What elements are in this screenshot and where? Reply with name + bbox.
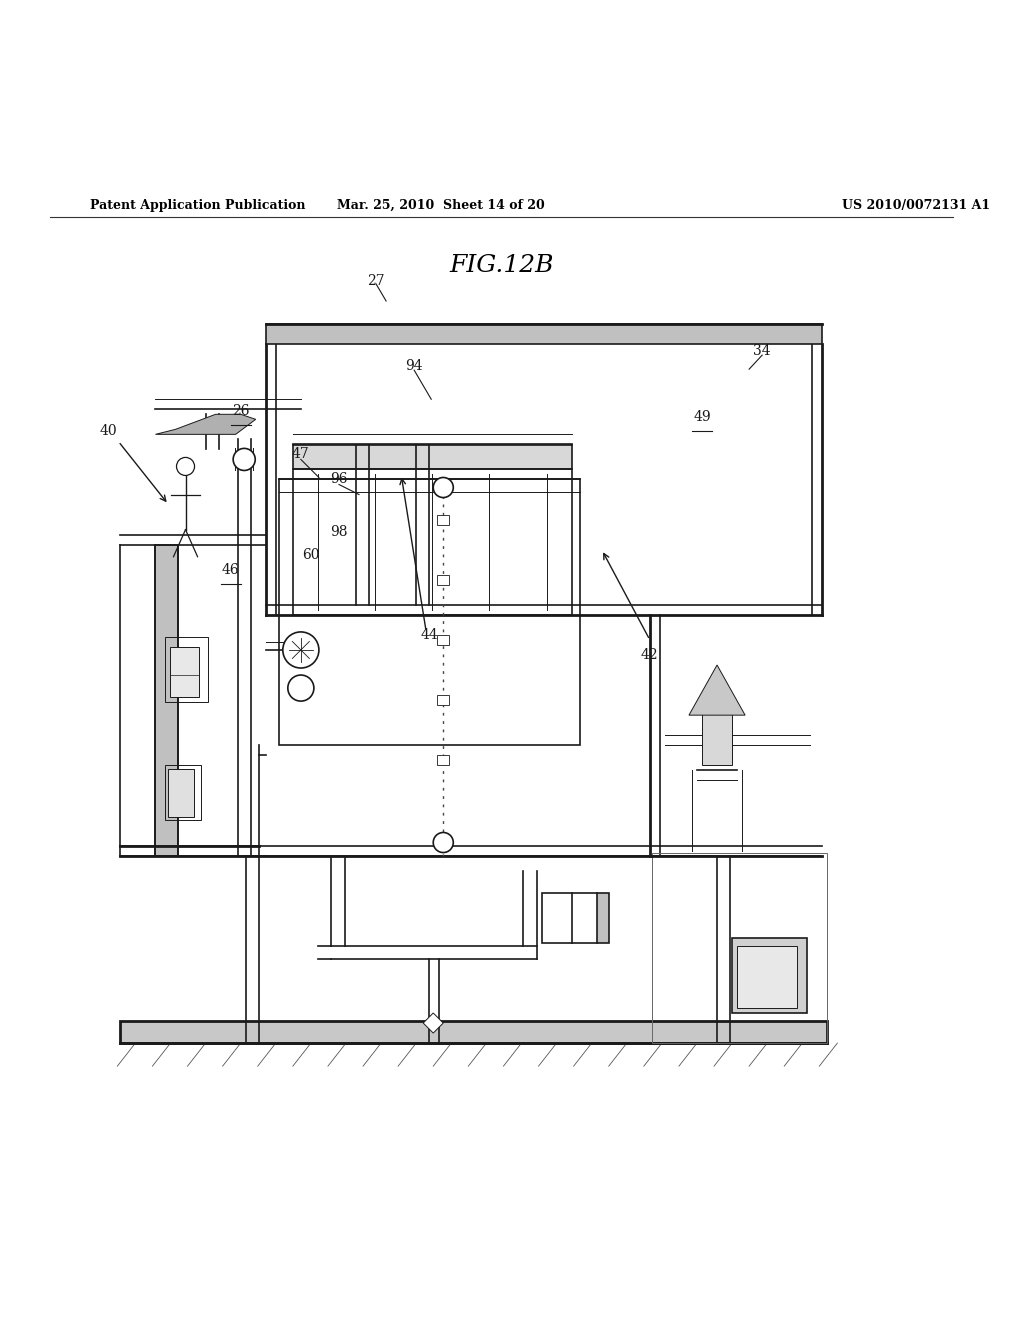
Bar	[166, 766, 201, 821]
Bar	[542, 892, 571, 942]
Bar	[121, 1022, 827, 1043]
Bar	[437, 515, 450, 524]
Circle shape	[288, 675, 314, 701]
Bar	[702, 710, 732, 766]
Bar	[437, 696, 450, 705]
Bar	[437, 755, 450, 766]
Text: 98: 98	[330, 524, 348, 539]
Bar	[169, 770, 194, 817]
Text: 47: 47	[292, 447, 309, 462]
Bar	[597, 892, 608, 942]
Text: 44: 44	[420, 628, 438, 642]
Text: 94: 94	[406, 359, 423, 374]
Text: 42: 42	[641, 648, 658, 663]
Circle shape	[433, 478, 454, 498]
Bar	[732, 937, 807, 1012]
Text: 46: 46	[222, 562, 240, 577]
Circle shape	[233, 449, 255, 470]
Text: 96: 96	[330, 473, 348, 487]
Text: 40: 40	[99, 424, 117, 438]
Bar	[166, 638, 208, 702]
Bar	[652, 853, 827, 1043]
Text: 60: 60	[302, 548, 319, 562]
Bar	[170, 647, 199, 697]
Bar	[156, 545, 177, 855]
Polygon shape	[423, 1012, 443, 1034]
Text: US 2010/0072131 A1: US 2010/0072131 A1	[843, 199, 990, 211]
Text: Mar. 25, 2010  Sheet 14 of 20: Mar. 25, 2010 Sheet 14 of 20	[337, 199, 545, 211]
Text: FIG.12B: FIG.12B	[450, 253, 554, 277]
Bar	[266, 323, 822, 345]
Text: 26: 26	[231, 404, 250, 418]
Text: 49: 49	[693, 411, 711, 424]
Text: 27: 27	[368, 275, 385, 288]
Text: 34: 34	[754, 345, 771, 358]
Bar	[279, 479, 580, 746]
Bar	[737, 946, 798, 1008]
Circle shape	[283, 632, 318, 668]
Bar	[293, 445, 571, 470]
Bar	[437, 635, 450, 645]
Polygon shape	[689, 665, 745, 715]
Text: Patent Application Publication: Patent Application Publication	[90, 199, 306, 211]
Circle shape	[433, 833, 454, 853]
Polygon shape	[156, 414, 256, 434]
Bar	[437, 574, 450, 585]
Bar	[293, 470, 571, 615]
